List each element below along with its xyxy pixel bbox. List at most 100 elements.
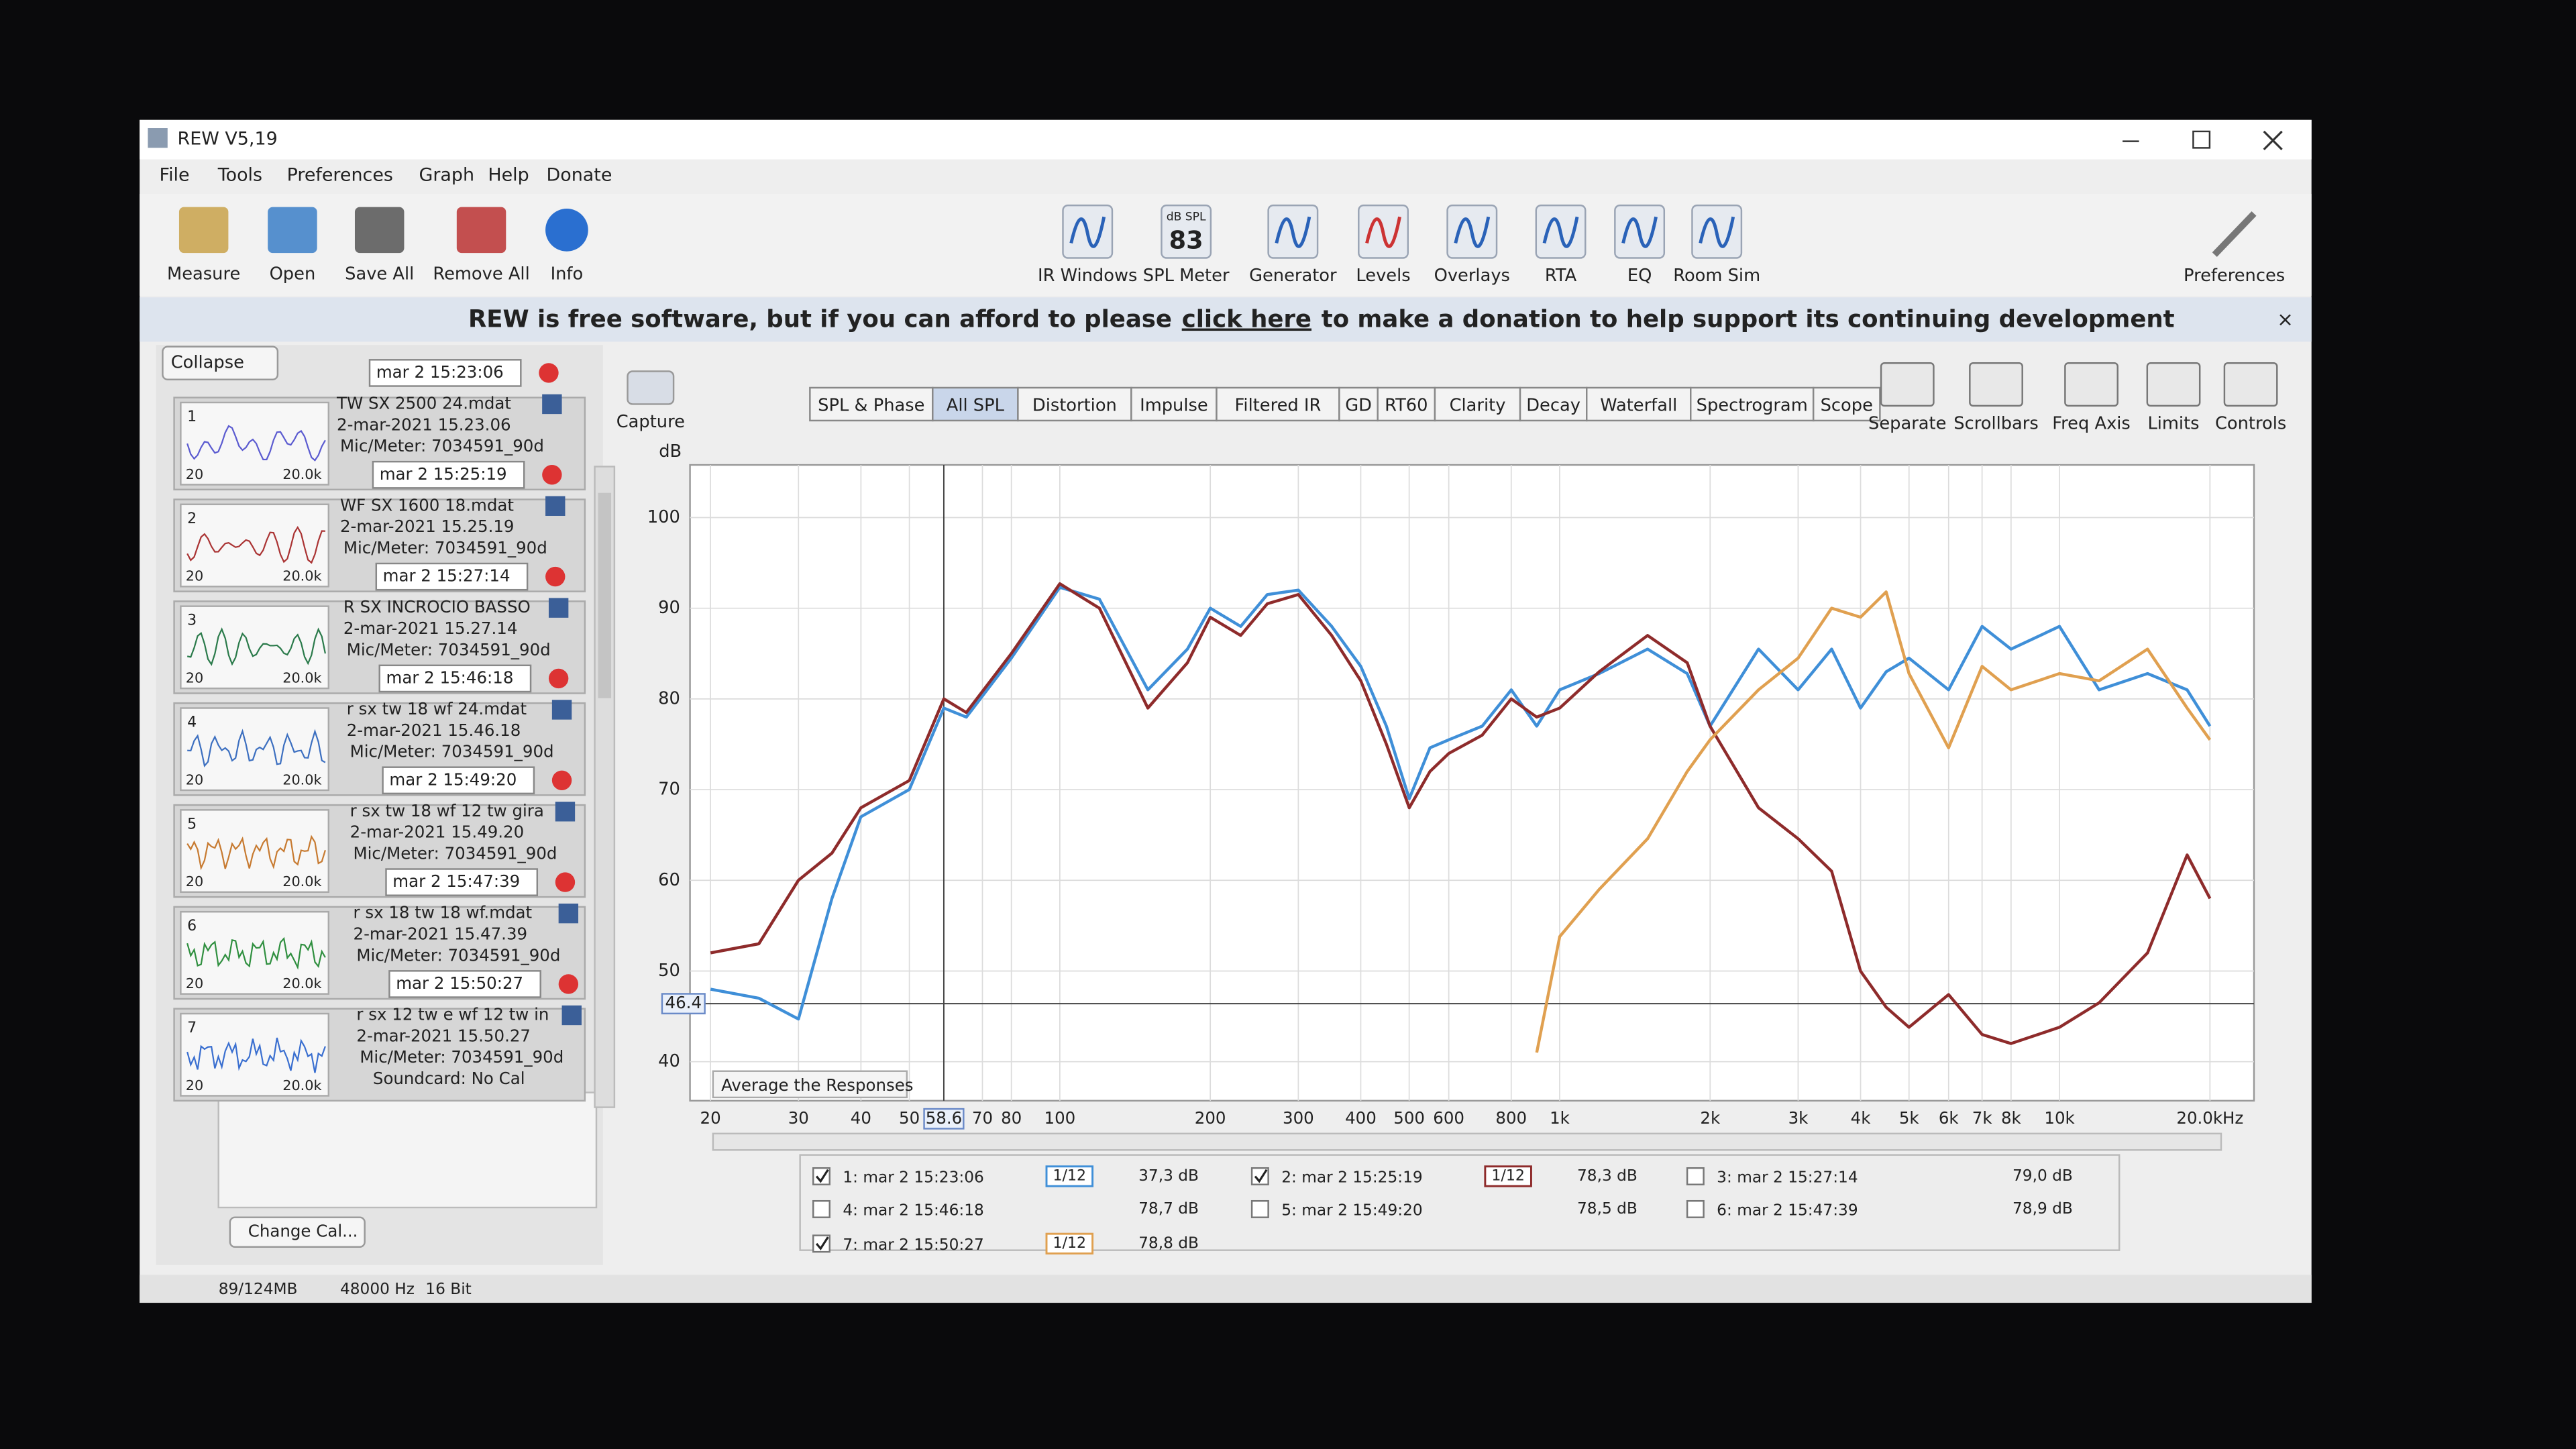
wrench-icon[interactable] [2212, 211, 2257, 257]
remove-measurement[interactable] [545, 566, 566, 587]
legend-check [815, 1169, 829, 1183]
graph-toggle[interactable] [561, 1005, 582, 1026]
stamp-field[interactable] [368, 359, 522, 387]
graph-toggle[interactable] [551, 700, 572, 720]
thumbnail [180, 401, 330, 486]
graph-tab[interactable] [1377, 386, 1436, 422]
graph-toggle[interactable] [548, 598, 569, 618]
graph-tab[interactable] [1690, 386, 1815, 422]
legend-checkbox[interactable] [1686, 1199, 1705, 1218]
menu-item: Help [488, 165, 529, 186]
graph-tab[interactable] [1130, 386, 1218, 422]
stamp-field[interactable] [388, 970, 541, 998]
remove-measurement[interactable] [558, 974, 579, 994]
restore-button[interactable] [2192, 130, 2211, 149]
stamp-field[interactable] [382, 766, 535, 795]
x-tick-label: 500 [1393, 1108, 1425, 1128]
measurement-index: 3 [187, 612, 197, 629]
graph-toggle[interactable] [545, 496, 566, 516]
legend-checkbox[interactable] [1250, 1199, 1269, 1218]
measurement-date: 2-mar-2021 15.27.14 [343, 619, 518, 638]
measurement-soundcard: Soundcard: No Cal [373, 1069, 525, 1088]
graph-tab[interactable] [932, 386, 1019, 422]
graph-tab[interactable] [1338, 386, 1379, 422]
change-cal-button[interactable] [229, 1216, 366, 1248]
x-tick-label: 40 [851, 1108, 871, 1128]
legend-checkbox[interactable] [1686, 1167, 1705, 1185]
tool-icon[interactable] [354, 207, 405, 254]
legend-label: 5: mar 2 15:49:20 [1281, 1201, 1422, 1219]
graph-tab[interactable] [809, 386, 934, 422]
panel-scroll-thumb[interactable] [598, 492, 612, 698]
app-icon [148, 128, 168, 148]
x-tick-label: 10k [2044, 1108, 2075, 1128]
measurement-date: 2-mar-2021 15.50.27 [356, 1026, 531, 1045]
legend-check [815, 1236, 829, 1250]
annotation-box[interactable] [712, 1070, 908, 1099]
graph-toggle[interactable] [542, 394, 562, 415]
remove-measurement[interactable] [539, 363, 559, 383]
legend-smoothing-box[interactable] [1045, 1232, 1094, 1255]
graph-tool-icon[interactable] [2146, 362, 2201, 407]
graph-tool-icon[interactable] [1969, 362, 2023, 407]
graph-toggle[interactable] [558, 903, 579, 924]
stamp: mar 2 15:49:20 [389, 769, 517, 789]
thumb-axis-min: 20 [186, 466, 203, 482]
measurement-date: 2-mar-2021 15.47.39 [354, 924, 528, 943]
x-tick-label: 20.0kHz [2176, 1108, 2243, 1128]
x-tick-label: 3k [1788, 1108, 1809, 1128]
graph-tab[interactable] [1017, 386, 1132, 422]
banner-close[interactable]: × [2277, 308, 2294, 331]
x-scrollbar[interactable] [712, 1132, 2222, 1151]
graph-tool-icon[interactable] [2064, 362, 2118, 407]
thumbnail-curve [186, 525, 325, 564]
graph-tool-icon[interactable] [1880, 362, 1935, 407]
tool-icon[interactable] [268, 207, 317, 254]
panel-empty-area [217, 1091, 598, 1209]
stamp: mar 2 15:23:06 [376, 362, 504, 382]
legend-smoothing-box[interactable] [1484, 1165, 1532, 1187]
menu-item: Graph [419, 165, 474, 186]
stamp-field[interactable] [372, 460, 525, 489]
graph-tab[interactable] [1519, 386, 1588, 422]
thumbnail [180, 1012, 330, 1097]
graph-tab-label: Scope [1821, 395, 1873, 415]
graph-tool-icon[interactable] [2223, 362, 2278, 407]
graph-toggle[interactable] [555, 802, 576, 822]
remove-measurement[interactable] [548, 668, 569, 689]
remove-measurement[interactable] [542, 465, 562, 485]
remove-measurement[interactable] [551, 770, 572, 790]
tool-label: Remove All [433, 264, 529, 284]
capture-icon[interactable] [627, 370, 675, 405]
tool-label: Preferences [2184, 266, 2285, 286]
graph-tab[interactable] [1216, 386, 1340, 422]
info-icon[interactable] [545, 209, 588, 252]
collapse-button[interactable] [162, 345, 279, 380]
legend-checkbox[interactable] [812, 1199, 830, 1218]
measurement-index: 7 [187, 1020, 197, 1036]
x-tick-label: 4k [1851, 1108, 1872, 1128]
thumb-axis-max: 20.0k [282, 771, 321, 788]
tool-glyph [1542, 216, 1579, 248]
cursor-y-label: 46.4 [665, 993, 702, 1012]
tool-icon[interactable] [1161, 204, 1212, 259]
stamp-field[interactable] [385, 868, 539, 896]
thumb-axis-max: 20.0k [282, 1077, 321, 1093]
thumb-axis-max: 20.0k [282, 568, 321, 584]
status-field: 16 Bit [425, 1280, 472, 1298]
title-bar [140, 119, 2312, 160]
graph-tab[interactable] [1434, 386, 1521, 422]
thumbnail [180, 707, 330, 792]
x-tick-label: 100 [1044, 1108, 1076, 1128]
stamp-field[interactable] [375, 562, 529, 591]
tool-icon[interactable] [456, 207, 506, 254]
stamp-field[interactable] [378, 664, 532, 693]
remove-measurement[interactable] [555, 872, 576, 892]
banner-link[interactable]: click here [1182, 306, 1311, 333]
legend-smoothing-box[interactable] [1045, 1165, 1094, 1187]
tool-icon[interactable] [178, 207, 229, 254]
graph-tab[interactable] [1812, 386, 1881, 422]
close-button[interactable] [2263, 130, 2283, 150]
